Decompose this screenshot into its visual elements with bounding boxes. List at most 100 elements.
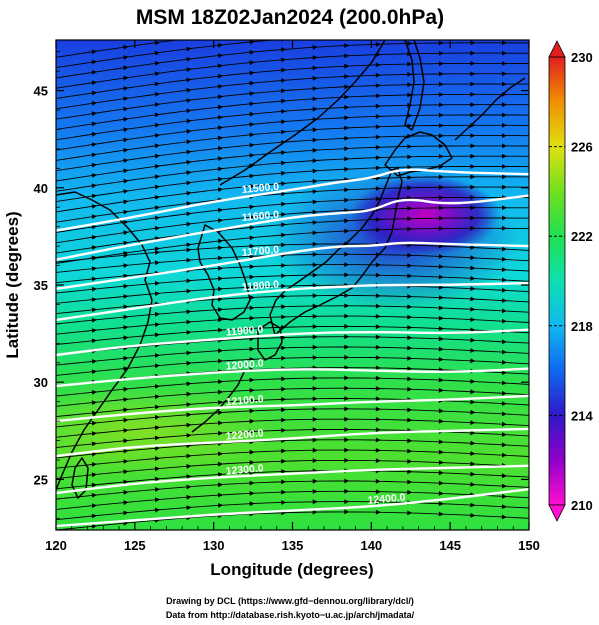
colorbar-tick-label: 214 [571,408,593,423]
x-tick-label: 120 [45,538,67,553]
streamline [56,418,529,438]
streamline [56,186,529,223]
streamline [56,439,529,459]
streamline [56,408,529,428]
streamline [56,114,529,151]
streamline [56,511,529,530]
japan-hokkaido-coast [384,131,453,177]
streamline [56,93,529,130]
credit-line-drawing: Drawing by DCL (https://www.gfd−dennou.o… [166,596,414,606]
streamline-arrowhead [313,35,318,40]
streamline [56,470,529,490]
y-tick-label: 25 [34,472,48,487]
streamline [56,52,529,89]
streamline-arrowhead [502,30,507,35]
streamline [56,40,181,58]
height-contour-line [56,168,529,232]
colorbar-scale [548,56,566,506]
japan-honshu-coast [269,167,403,336]
streamline [56,40,279,69]
height-contour-label: 11700.0 [241,244,279,259]
streamline [56,62,529,99]
streamline [56,176,529,213]
streamline [56,377,529,397]
streamline [56,104,529,141]
height-contour-label: 12100.0 [225,393,264,408]
streamline-arrowhead [376,32,381,37]
streamline [56,387,529,407]
height-contour-label: 11800.0 [241,278,279,293]
colorbar-tick-label: 218 [571,319,593,334]
streamline [56,305,529,325]
x-tick-label: 140 [360,538,382,553]
streamline [56,155,529,192]
streamline [56,274,529,294]
streamline [56,217,529,254]
y-tick-label: 35 [34,278,48,293]
chart-title: MSM 18Z02Jan2024 (200.0hPa) [136,6,444,29]
y-tick-label: 30 [34,375,48,390]
x-tick-label: 150 [518,538,540,553]
cold-core-center [350,175,500,255]
colorbar-tick-label: 226 [571,140,593,155]
height-contour-line [56,488,529,528]
streamline [56,207,529,244]
credit-line-data: Data from http://database.rish.kyoto−u.a… [166,610,415,620]
streamline [56,398,529,418]
streamline [56,42,529,79]
height-contours: 11500.0 11600.0 11700.0 11800.0 11900.0 12000… [56,168,529,528]
colorbar-extend-min [548,504,566,522]
china-coast [56,191,153,491]
japan-kyushu-coast [257,321,283,361]
colorbar-ticks: 210 214 218 222 226 230 [549,50,593,513]
streamline [56,490,529,510]
streamline-arrowhead [502,20,507,25]
streamline [56,124,529,161]
streamline [56,315,529,335]
x-tick-label: 130 [203,538,225,553]
x-tick-label: 125 [124,538,146,553]
x-axis: 120 125 130 135 140 145 150 [45,40,540,553]
streamline [56,459,529,479]
streamline [56,480,529,500]
y-tick-label: 40 [34,181,48,196]
colorbar-extend-max [548,40,566,58]
streamline [56,83,529,120]
y-tick-label: 45 [34,84,48,99]
streamline [56,429,529,449]
x-axis-label: Longitude (degrees) [210,560,373,579]
colorbar-tick-label: 222 [571,229,593,244]
colorbar: 210 214 218 222 226 230 [548,40,593,522]
height-contour-line [56,394,529,423]
heatmap-field: 11500.0 11600.0 11700.0 11800.0 11900.0 12000… [56,20,529,530]
streamline [56,356,529,376]
height-contour-line [56,464,529,495]
wind-streamlines [56,20,529,530]
streamline-arrowhead [439,30,444,35]
height-contour-label: 12400.0 [367,491,406,506]
y-axis: 25 30 35 40 45 [34,51,529,519]
streamline [56,253,529,273]
russia-coast [219,40,386,186]
streamline-arrowhead [470,20,475,25]
height-contour-label: 11600.0 [241,209,279,224]
x-tick-label: 135 [282,538,304,553]
height-contour-label: 12000.0 [225,357,264,372]
streamline [56,284,529,304]
height-contour-line [56,281,529,322]
x-tick-label: 145 [439,538,461,553]
streamline [56,264,529,284]
streamline [56,449,529,469]
streamline [56,196,529,233]
streamline-arrowhead [250,29,255,34]
kuril-islands [454,77,526,141]
streamline [56,295,529,315]
streamline [56,145,529,182]
height-contour-line [56,241,529,291]
height-contour-line [56,194,529,261]
height-contour-label: 11500.0 [241,181,279,196]
height-contour-line [56,328,529,357]
streamline [56,73,529,110]
streamline-arrowhead [218,33,223,38]
